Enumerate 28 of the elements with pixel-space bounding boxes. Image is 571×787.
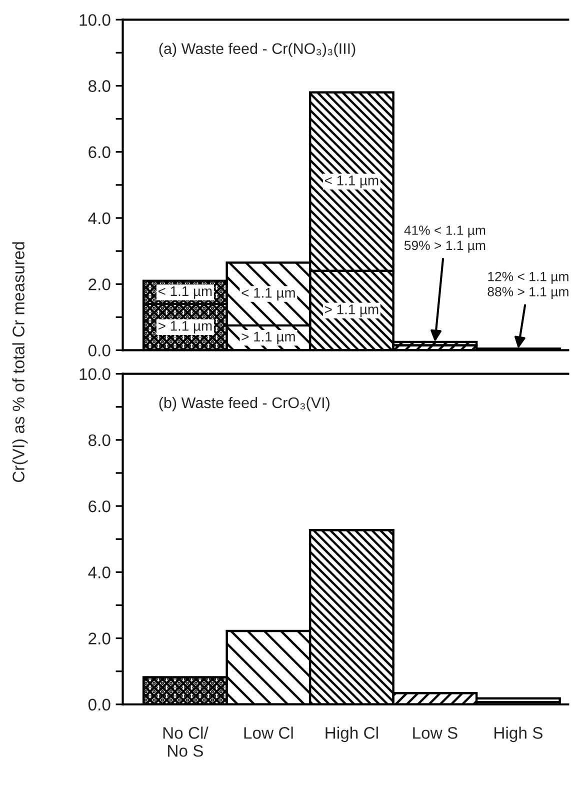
- y-tick-label: 4.0: [88, 566, 110, 578]
- x-tick-label: High S: [494, 726, 542, 742]
- x-tick-label: Low Cl: [244, 726, 293, 739]
- x-tick-label: No Cl/ No S: [163, 726, 208, 757]
- y-tick-label: 0.0: [88, 344, 110, 356]
- series-label: < 1.1 µm: [158, 286, 212, 299]
- x-tick-label: Low S: [413, 727, 458, 739]
- y-axis-title: Cr(VI) as % of total Cr measured: [12, 242, 28, 482]
- y-tick-label: 6.0: [88, 500, 110, 512]
- x-tick-label: High Cl: [326, 726, 378, 742]
- annotation: 12% < 1.1 µm 88% > 1.1 µm: [488, 272, 568, 299]
- y-tick-label: 2.0: [88, 278, 110, 290]
- series-label: > 1.1 µm: [242, 332, 295, 344]
- y-tick-label: 0.0: [88, 698, 110, 711]
- text: (a) Waste feed - Cr(NO₃)₃(III): [159, 42, 356, 58]
- y-tick-label: 8.0: [88, 80, 110, 92]
- y-tick-label: 10.0: [80, 368, 110, 380]
- y-tick-label: 10.0: [80, 14, 110, 26]
- y-tick-label: 4.0: [88, 212, 110, 224]
- annotation: 41% < 1.1 µm 59% > 1.1 µm: [404, 226, 486, 253]
- text: < 1.1 µm: [242, 288, 295, 300]
- y-tick-label: 6.0: [88, 146, 110, 158]
- text: > 1.1 µm: [325, 304, 378, 318]
- text: < 1.1 µm: [325, 176, 378, 188]
- text: > 1.1 µm: [158, 321, 212, 334]
- text: (b) Waste feed - CrO₃(VI): [159, 396, 330, 412]
- y-tick-label: 2.0: [88, 632, 110, 644]
- y-tick-label: 8.0: [88, 434, 110, 446]
